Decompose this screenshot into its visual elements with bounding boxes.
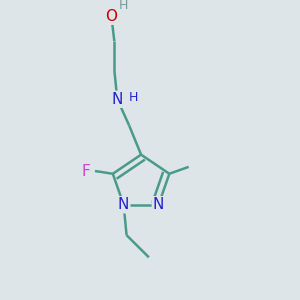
Text: N: N <box>118 197 129 212</box>
Text: H: H <box>118 0 128 12</box>
Text: N: N <box>153 197 164 212</box>
Text: F: F <box>82 164 90 178</box>
Text: O: O <box>105 9 117 24</box>
Text: H: H <box>129 92 138 104</box>
Text: N: N <box>112 92 123 107</box>
